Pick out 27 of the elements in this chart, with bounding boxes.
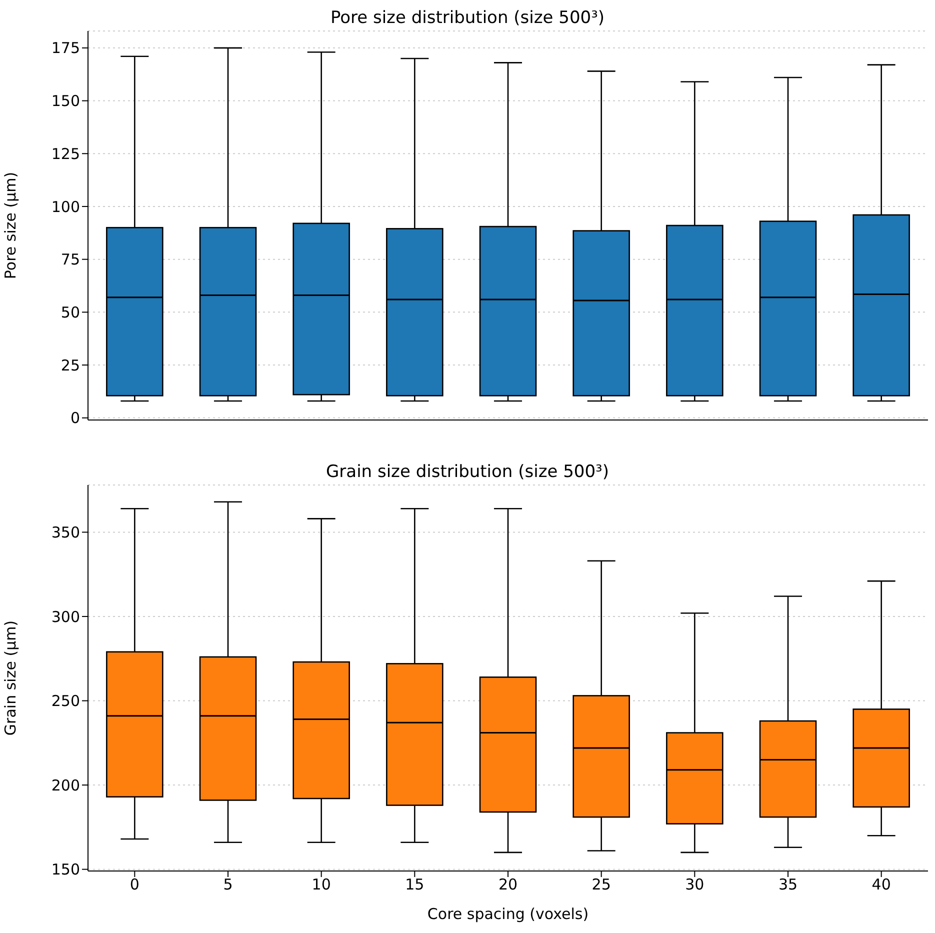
x-tick-label: 35 [778,876,798,894]
x-tick-label: 40 [872,876,891,894]
y-axis-title: Pore size (µm) [1,172,20,280]
x-tick-label: 15 [405,876,424,894]
x-tick-label: 30 [685,876,704,894]
y-tick-label: 100 [51,198,80,216]
y-tick-label: 50 [60,304,80,322]
y-tick-label: 175 [51,39,80,58]
x-tick-label: 5 [223,876,233,894]
x-tick-label: 0 [130,876,140,894]
y-tick-label: 75 [60,250,80,269]
y-axis-title: Grain size (µm) [1,620,20,736]
y-tick-label: 300 [51,608,80,626]
y-tick-label: 25 [60,356,80,374]
x-axis-title: Core spacing (voxels) [427,905,589,923]
y-tick-label: 0 [70,409,80,428]
y-tick-label: 150 [51,92,80,110]
x-tick-label: 20 [498,876,518,894]
y-tick-label: 125 [51,144,80,163]
chart-title: Pore size distribution (size 500³) [329,7,606,30]
y-tick-label: 150 [51,860,80,879]
y-tick-label: 250 [51,692,80,710]
y-tick-label: 350 [51,524,80,542]
chart-title: Grain size distribution (size 500³) [324,461,610,484]
x-tick-label: 10 [312,876,331,894]
y-tick-label: 200 [51,776,80,794]
x-tick-label: 25 [592,876,611,894]
